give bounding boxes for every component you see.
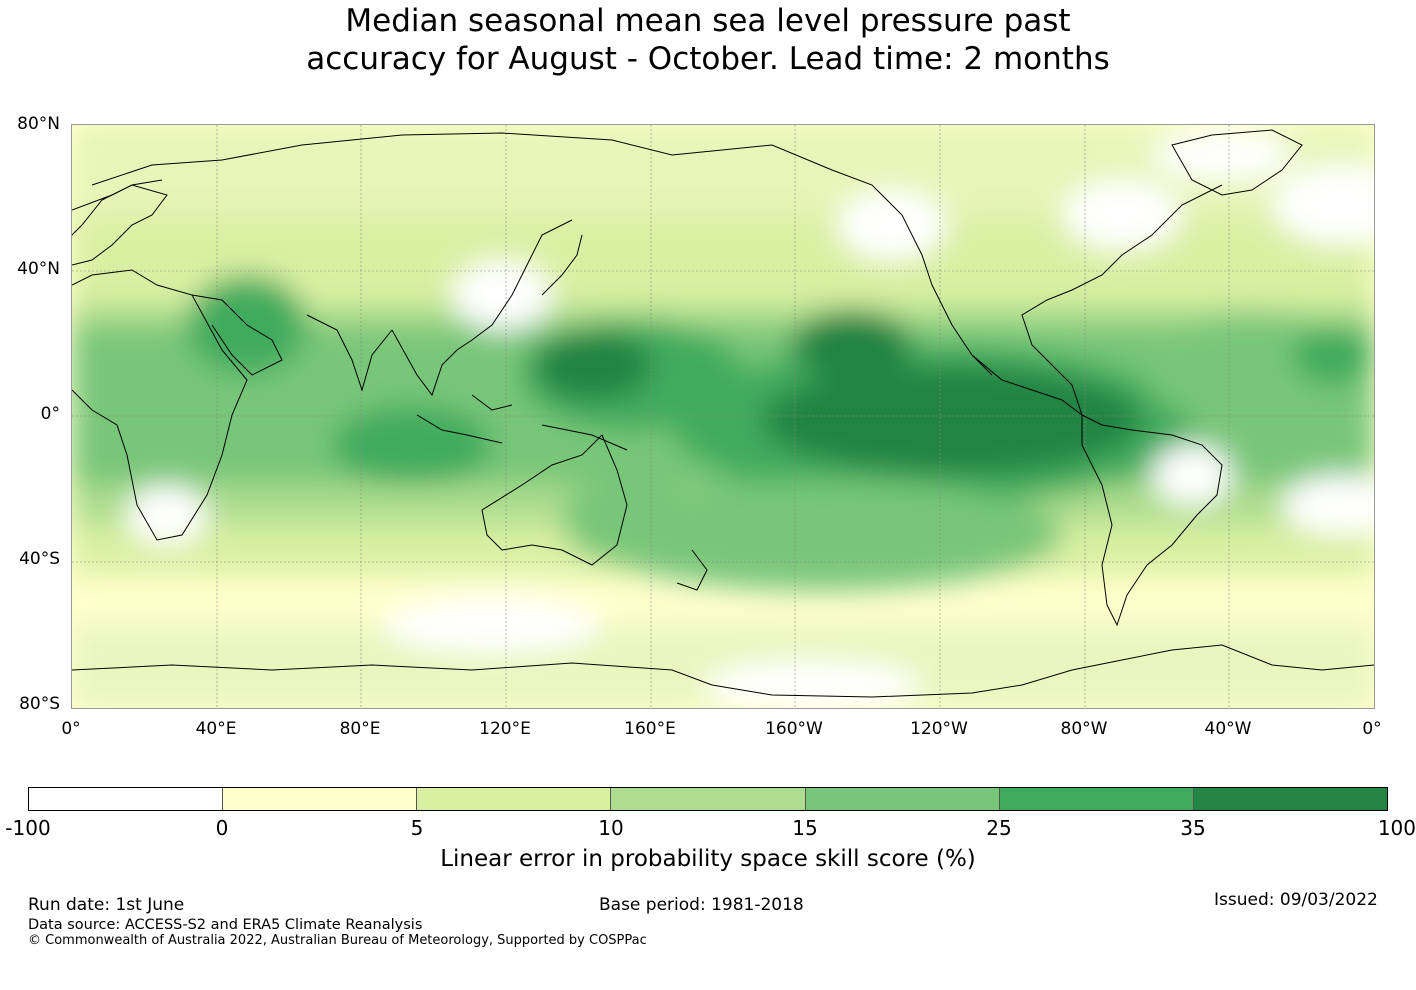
colorbar-segment bbox=[611, 788, 806, 810]
title-line-1: Median seasonal mean sea level pressure … bbox=[345, 3, 1071, 39]
skill-field bbox=[72, 125, 1374, 708]
lat-label-80s: 80°S bbox=[19, 694, 60, 714]
copyright: © Commonwealth of Australia 2022, Austra… bbox=[28, 933, 647, 948]
lat-label-80n: 80°N bbox=[17, 114, 60, 134]
lon-label-120e: 120°E bbox=[479, 719, 531, 739]
title-line-2: accuracy for August - October. Lead time… bbox=[306, 41, 1110, 77]
colorbar-tick: -100 bbox=[5, 816, 51, 840]
colorbar-segment bbox=[417, 788, 612, 810]
lon-label-80w: 80°W bbox=[1060, 719, 1108, 739]
issued-date: Issued: 09/03/2022 bbox=[1214, 890, 1378, 910]
lon-label-120w: 120°W bbox=[910, 719, 968, 739]
colorbar-tick: 15 bbox=[792, 816, 818, 840]
map-canvas bbox=[72, 125, 1374, 708]
lon-label-40e: 40°E bbox=[195, 719, 237, 739]
data-source: Data source: ACCESS-S2 and ERA5 Climate … bbox=[28, 917, 423, 933]
lon-label-160w: 160°W bbox=[765, 719, 823, 739]
colorbar-tick: 0 bbox=[215, 816, 229, 840]
lat-label-40s: 40°S bbox=[19, 549, 60, 569]
lon-label-40w: 40°W bbox=[1204, 719, 1252, 739]
lon-label-160e: 160°E bbox=[624, 719, 676, 739]
colorbar-title: Linear error in probability space skill … bbox=[440, 846, 976, 872]
colorbar-segment bbox=[805, 788, 1000, 810]
skill-score-map bbox=[71, 124, 1375, 709]
colorbar-tick: 35 bbox=[1180, 816, 1206, 840]
colorbar-tick: 5 bbox=[410, 816, 424, 840]
coastlines bbox=[72, 129, 1374, 698]
lat-label-0: 0° bbox=[40, 404, 60, 424]
lon-label-80e: 80°E bbox=[339, 719, 381, 739]
lon-label-0: 0° bbox=[61, 719, 81, 739]
colorbar bbox=[28, 787, 1388, 811]
colorbar-segment bbox=[223, 788, 418, 810]
lat-label-40n: 40°N bbox=[17, 259, 60, 279]
colorbar-segment bbox=[29, 788, 224, 810]
colorbar-segment bbox=[999, 788, 1194, 810]
colorbar-tick: 10 bbox=[598, 816, 624, 840]
run-date: Run date: 1st June bbox=[28, 895, 185, 915]
map-title: Median seasonal mean sea level pressure … bbox=[0, 2, 1416, 78]
lon-label-0-east: 0° bbox=[1362, 719, 1382, 739]
graticule bbox=[72, 125, 1374, 708]
colorbar-segment bbox=[1193, 788, 1387, 810]
colorbar-tick: 100 bbox=[1377, 816, 1416, 840]
base-period: Base period: 1981-2018 bbox=[599, 895, 804, 915]
colorbar-tick: 25 bbox=[986, 816, 1012, 840]
